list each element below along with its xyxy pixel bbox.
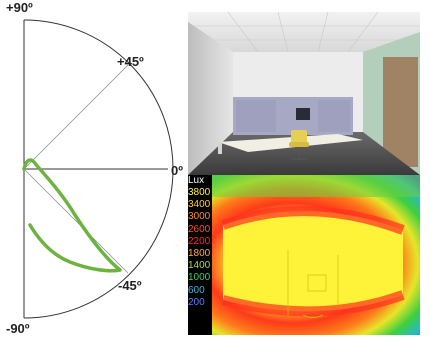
office-render-image	[188, 12, 420, 175]
lux-heatmap-image	[188, 175, 420, 335]
label-zero: 0º	[171, 163, 183, 178]
label-minus-90: -90º	[6, 321, 30, 336]
lux-level-label: 2600	[188, 223, 211, 235]
lux-legend: Lux 3800 3400 3000 2600 2200 1800 1400 1…	[188, 175, 212, 335]
lux-level-label: 1400	[188, 260, 211, 272]
label-minus-45: -45º	[118, 278, 142, 293]
lux-level-label: 2200	[188, 235, 211, 247]
lux-legend-title: Lux	[188, 175, 205, 186]
lux-level-label: 3000	[188, 211, 211, 223]
polar-intensity-diagram: +90º +45º -45º -90º	[6, 0, 174, 336]
diagonal-plus-45	[23, 64, 129, 170]
lux-level-label: 1800	[188, 247, 211, 259]
intensity-curve	[22, 158, 122, 273]
label-plus-90: +90º	[6, 0, 33, 15]
lux-level-label: 3800	[188, 187, 211, 198]
lux-level-label: 1000	[188, 272, 211, 284]
lux-level-label: 600	[188, 284, 205, 296]
polar-arc	[23, 19, 174, 319]
label-plus-45: +45º	[117, 54, 144, 69]
lux-level-label: 200	[188, 296, 205, 308]
diagonal-minus-45	[23, 168, 129, 274]
lux-level-label: 3400	[188, 199, 211, 211]
